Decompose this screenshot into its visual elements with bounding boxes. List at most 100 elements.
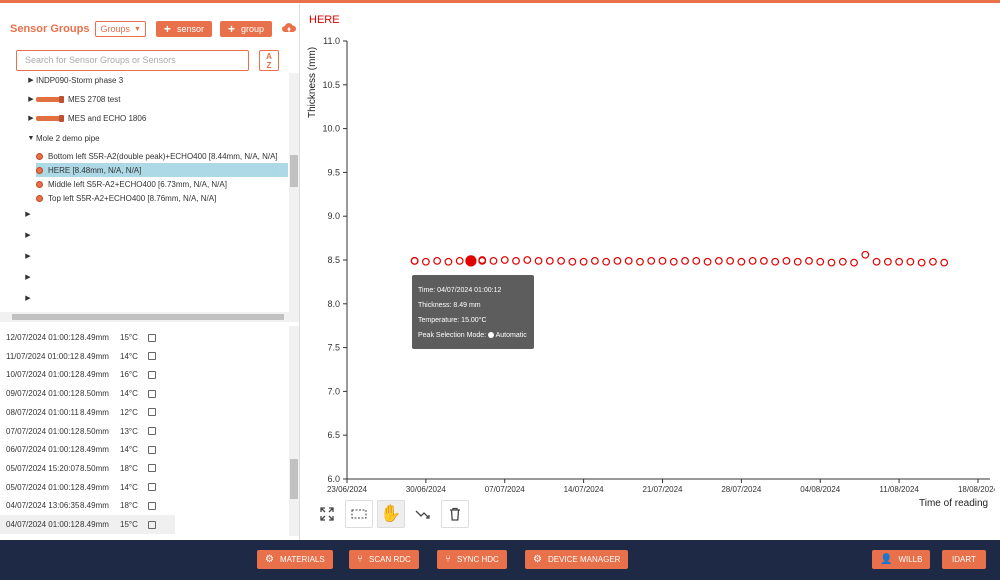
data-point[interactable] bbox=[433, 256, 442, 265]
tree-item-sensor-selected[interactable]: HERE [8.48mm, N/A, N/A] bbox=[36, 163, 288, 177]
data-point[interactable] bbox=[579, 257, 588, 266]
trend-icon[interactable] bbox=[409, 500, 437, 528]
reading-checkbox[interactable] bbox=[148, 445, 156, 454]
tree-item-sensor-group[interactable]: ▶ MES and ECHO 1806 bbox=[26, 111, 146, 125]
data-point[interactable] bbox=[444, 257, 453, 266]
materials-button[interactable]: ⚙ MATERIALS bbox=[257, 550, 333, 569]
caret-right-icon[interactable]: ▶ bbox=[25, 295, 31, 302]
tree-item-collapsed[interactable]: ▶ bbox=[23, 270, 33, 284]
caret-down-icon[interactable]: ▼ bbox=[27, 134, 35, 142]
data-point[interactable] bbox=[917, 258, 926, 267]
data-point[interactable] bbox=[838, 257, 847, 266]
expand-icon[interactable] bbox=[313, 500, 341, 528]
data-point[interactable] bbox=[748, 256, 757, 265]
data-point[interactable] bbox=[771, 257, 780, 266]
caret-right-icon[interactable]: ▶ bbox=[25, 274, 31, 281]
groups-dropdown[interactable]: Groups ▼ bbox=[95, 21, 146, 37]
reading-row[interactable]: 06/07/2024 01:00:12 8.49mm 14°C bbox=[0, 440, 175, 459]
tree-item-collapsed[interactable]: ▶ bbox=[23, 291, 33, 305]
reading-row[interactable]: 04/07/2024 01:00:12 8.49mm 15°C bbox=[0, 515, 175, 534]
data-point[interactable] bbox=[465, 255, 477, 267]
data-point[interactable] bbox=[602, 257, 611, 266]
data-point[interactable] bbox=[737, 257, 746, 266]
scrollbar-thumb[interactable] bbox=[290, 459, 298, 499]
data-point[interactable] bbox=[782, 256, 791, 265]
reading-checkbox[interactable] bbox=[148, 352, 156, 361]
thickness-chart[interactable]: 6.0 6.5 7.0 7.5 8.0 8.5 9.0 9.5 10.0 10.5 11.0 23/0… bbox=[305, 30, 995, 500]
caret-right-icon[interactable]: ▶ bbox=[25, 211, 31, 218]
caret-right-icon[interactable]: ▶ bbox=[25, 253, 31, 260]
device-manager-button[interactable]: ⚙ DEVICE MANAGER bbox=[525, 550, 629, 569]
data-point[interactable] bbox=[883, 257, 892, 266]
cloud-upload-icon[interactable] bbox=[282, 22, 297, 37]
data-point[interactable] bbox=[613, 256, 622, 265]
scrollbar-thumb[interactable] bbox=[12, 314, 284, 320]
reading-row[interactable]: 05/07/2024 15:20:07 8.50mm 18°C bbox=[0, 459, 175, 478]
data-point[interactable] bbox=[489, 256, 498, 265]
reading-checkbox[interactable] bbox=[148, 427, 156, 435]
data-point[interactable] bbox=[940, 258, 949, 267]
reading-row[interactable]: 09/07/2024 01:00:12 8.50mm 14°C bbox=[0, 384, 175, 403]
reading-checkbox[interactable] bbox=[148, 483, 156, 492]
reading-checkbox[interactable] bbox=[148, 389, 156, 398]
data-point[interactable] bbox=[568, 257, 577, 266]
data-point[interactable] bbox=[872, 257, 881, 266]
tree-item-sensor[interactable]: Top left S5R-A2+ECHO400 [8.76mm, N/A, N/… bbox=[36, 191, 216, 205]
idart-button[interactable]: IDART bbox=[942, 550, 986, 569]
caret-right-icon[interactable]: ▶ bbox=[28, 115, 34, 122]
tree-item-collapsed[interactable]: ▶ bbox=[23, 228, 33, 242]
data-point[interactable] bbox=[647, 256, 656, 265]
data-point[interactable] bbox=[714, 256, 723, 265]
data-point[interactable] bbox=[624, 256, 633, 265]
caret-right-icon[interactable]: ▶ bbox=[28, 77, 34, 84]
sort-az-button[interactable]: A Z bbox=[259, 50, 279, 71]
box-select-icon[interactable] bbox=[345, 500, 373, 528]
reading-row[interactable]: 08/07/2024 01:00:11 8.49mm 12°C bbox=[0, 403, 175, 422]
data-point[interactable] bbox=[557, 256, 565, 265]
data-point[interactable] bbox=[410, 256, 419, 265]
data-point[interactable] bbox=[692, 256, 701, 265]
tree-item-group[interactable]: ▶ INDP090-Storm phase 3 bbox=[26, 73, 123, 87]
data-point[interactable] bbox=[669, 257, 678, 266]
caret-right-icon[interactable]: ▶ bbox=[25, 232, 31, 239]
reading-checkbox[interactable] bbox=[148, 501, 156, 510]
data-point[interactable] bbox=[455, 256, 464, 265]
search-input[interactable]: Search for Sensor Groups or Sensors bbox=[16, 50, 249, 71]
scrollbar-thumb[interactable] bbox=[290, 155, 298, 187]
data-point[interactable] bbox=[545, 256, 554, 265]
reading-checkbox[interactable] bbox=[148, 464, 156, 473]
tree-item-sensor[interactable]: Middle left S5R-A2+ECHO400 [6.73mm, N/A,… bbox=[36, 177, 227, 191]
data-point[interactable] bbox=[816, 257, 825, 266]
tree-item-group[interactable]: ▼ Mole 2 demo pipe bbox=[26, 131, 100, 145]
data-point[interactable] bbox=[906, 257, 915, 266]
readings-scrollbar[interactable] bbox=[289, 326, 299, 536]
data-point[interactable] bbox=[534, 256, 543, 265]
data-point[interactable] bbox=[793, 257, 802, 266]
data-point[interactable] bbox=[760, 256, 768, 265]
data-point[interactable] bbox=[636, 257, 644, 266]
trash-icon[interactable] bbox=[441, 500, 469, 528]
data-point[interactable] bbox=[726, 256, 735, 265]
reading-checkbox[interactable] bbox=[148, 408, 156, 417]
add-sensor-button[interactable]: + sensor bbox=[155, 21, 212, 37]
data-point[interactable] bbox=[703, 257, 712, 266]
data-point[interactable] bbox=[478, 256, 487, 264]
data-point[interactable] bbox=[500, 256, 509, 264]
data-point[interactable] bbox=[805, 256, 813, 265]
tree-item-sensor-group[interactable]: ▶ MES 2708 test bbox=[26, 92, 120, 106]
hand-icon[interactable]: ✋ bbox=[377, 500, 405, 528]
reading-row[interactable]: 11/07/2024 01:00:12 8.49mm 14°C bbox=[0, 347, 175, 366]
data-point[interactable] bbox=[850, 258, 858, 267]
data-point[interactable] bbox=[590, 256, 599, 265]
data-point[interactable] bbox=[421, 257, 430, 266]
reading-row[interactable]: 04/07/2024 13:06:35 8.49mm 18°C bbox=[0, 496, 175, 515]
tree-item-collapsed[interactable]: ▶ bbox=[23, 207, 33, 221]
scan-rdc-button[interactable]: ⑂ SCAN RDC bbox=[349, 550, 419, 569]
data-point[interactable] bbox=[827, 258, 836, 267]
reading-checkbox[interactable] bbox=[148, 370, 156, 379]
reading-row[interactable]: 12/07/2024 01:00:12 8.49mm 15°C bbox=[0, 328, 175, 347]
tree-item-collapsed[interactable]: ▶ bbox=[23, 249, 33, 263]
caret-right-icon[interactable]: ▶ bbox=[28, 96, 34, 103]
reading-row[interactable]: 07/07/2024 01:00:12 8.50mm 13°C bbox=[0, 422, 175, 441]
data-point[interactable] bbox=[929, 257, 937, 266]
